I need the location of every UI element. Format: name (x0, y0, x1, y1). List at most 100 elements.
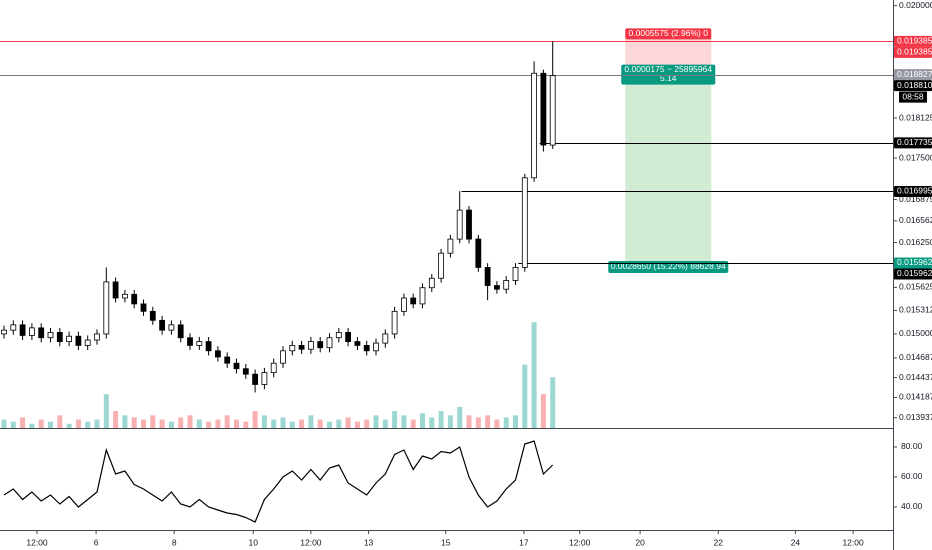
x-tick-label: 20 (635, 537, 645, 547)
candle-body (447, 238, 454, 254)
price-tag-label: 0.0159625 (897, 268, 932, 278)
volume-bar (327, 421, 333, 428)
volume-bar (522, 364, 528, 428)
x-tick-label: 12:00 (300, 537, 322, 547)
x-tick-label: 15 (441, 537, 451, 547)
volume-bar (75, 419, 81, 428)
volume-bar (308, 415, 314, 428)
volume-bar (531, 322, 537, 428)
x-tick-label: 12:00 (842, 537, 864, 547)
countdown-box (899, 91, 927, 103)
price-tag-label: 0.0159625 (897, 257, 932, 267)
volume-bar (466, 415, 472, 428)
candle-body (261, 372, 268, 385)
candle-body (224, 356, 231, 364)
volume-bar (299, 419, 305, 428)
volume-bar (178, 417, 184, 428)
candle-body (503, 280, 510, 290)
countdown: 08:58 (902, 91, 924, 101)
volume-bar (485, 415, 491, 428)
candle-body (345, 332, 352, 342)
volume-bar (354, 421, 360, 428)
candle-body (456, 209, 463, 240)
candle-body (140, 303, 147, 312)
volume-bar (234, 419, 240, 428)
candle-body (428, 277, 435, 289)
volume-bar (159, 419, 165, 428)
y-tick-label: 0.0139375 (899, 412, 932, 422)
candle-body (56, 332, 63, 342)
volume-bar (345, 417, 351, 428)
stop-label: 0.0005575 (2.96%) 0 (629, 28, 709, 38)
volume-bar (57, 415, 63, 428)
candle-body (196, 341, 203, 346)
volume-bar (215, 419, 221, 428)
volume-bar (550, 377, 556, 428)
volume-bar (540, 394, 546, 428)
y-tick-label: 0.0200000 (899, 0, 932, 10)
y-tick-label: 0.0165625 (899, 215, 932, 225)
candle-body (308, 341, 314, 350)
candle-body (391, 310, 398, 335)
volume-bar (392, 411, 398, 428)
volume-bar (261, 415, 267, 428)
volume-bar (503, 417, 509, 428)
candle-body (66, 335, 73, 342)
candle-body (475, 238, 482, 268)
x-tick-label: 24 (791, 537, 801, 547)
x-tick-label: 10 (249, 537, 259, 547)
volume-bar (280, 417, 286, 428)
volume-bar (29, 423, 35, 428)
volume-bar (224, 415, 230, 428)
volume-bar (410, 419, 416, 428)
candle-body (252, 373, 259, 385)
volume-bar (289, 421, 295, 428)
volume-bar (150, 415, 156, 428)
price-tag (894, 35, 932, 47)
ratio-label: 5.14 (660, 73, 677, 83)
volume-bar (438, 411, 444, 428)
volume-bar (141, 419, 147, 428)
rsi-line (3, 440, 554, 523)
candle-body (280, 350, 286, 364)
price-tag (894, 46, 932, 58)
volume-bar (271, 419, 277, 428)
volume-bar (475, 417, 481, 428)
price-tag (894, 185, 932, 197)
y-tick-label: 0.0146875 (899, 352, 932, 362)
volume-bar (457, 406, 463, 428)
candle-body (215, 350, 221, 358)
candle-body (94, 333, 100, 341)
y-tick-label: 0.0162500 (899, 237, 932, 247)
candle-body (233, 362, 240, 370)
target-zone (625, 74, 712, 263)
y-tick-label: 60.00 (901, 471, 923, 481)
volume-bar (364, 419, 370, 428)
candle-body (410, 297, 417, 305)
x-tick-label: 8 (172, 537, 177, 547)
y-tick-label: 0.0168750 (899, 194, 932, 204)
candle-body (335, 332, 342, 339)
y-tick-label: 80.00 (901, 441, 923, 451)
price-tag-label: 0.0188275 (897, 69, 932, 79)
candle-body (317, 341, 324, 349)
candle-body (382, 333, 389, 344)
volume-bar (206, 421, 212, 428)
candle-body (298, 345, 305, 350)
candle-body (159, 319, 166, 331)
price-tag (894, 268, 932, 280)
x-tick-label: 17 (519, 537, 529, 547)
y-tick-label: 0.0175000 (899, 152, 932, 162)
volume-bar (94, 419, 100, 428)
candle-body (122, 293, 128, 299)
volume-bar (168, 421, 174, 428)
candle-body (466, 209, 472, 240)
candle-body (521, 177, 528, 268)
volume-bar (401, 415, 407, 428)
candle-body (354, 341, 361, 346)
volume-bar (131, 417, 137, 428)
price-tag (894, 80, 932, 92)
